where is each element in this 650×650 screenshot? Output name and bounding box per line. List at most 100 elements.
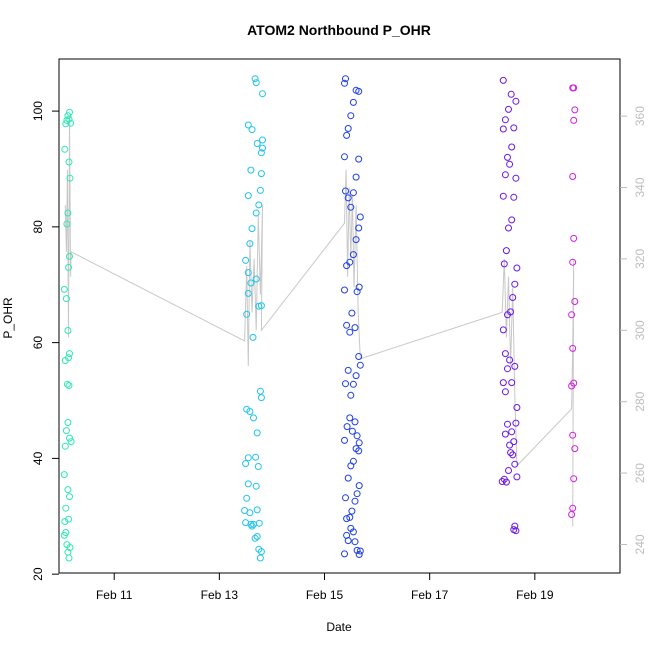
data-point — [62, 529, 70, 536]
data-point — [252, 275, 260, 283]
data-point — [512, 97, 520, 105]
data-point — [510, 193, 518, 201]
data-point — [351, 497, 359, 505]
data-point — [254, 463, 262, 470]
data-point — [343, 131, 351, 139]
data-point — [342, 380, 349, 388]
data-point — [64, 327, 72, 334]
data-point — [353, 490, 361, 498]
data-point — [351, 418, 359, 426]
data-point — [501, 350, 509, 358]
data-point — [501, 430, 509, 438]
data-point — [63, 220, 71, 228]
x-axis: Feb 11 Feb 13 Feb 15 Feb 17 Feb 19 — [96, 573, 554, 602]
data-point — [346, 513, 354, 521]
y2-tick-label: 260 — [633, 463, 647, 483]
data-point — [355, 353, 363, 360]
data-point — [66, 434, 73, 442]
data-point — [344, 194, 352, 202]
data-point — [256, 554, 264, 562]
data-point — [63, 380, 71, 388]
data-point — [348, 309, 356, 317]
data-point — [355, 482, 363, 490]
data-point — [356, 213, 364, 221]
data-point — [349, 98, 357, 106]
data-point — [570, 475, 578, 483]
data-point — [348, 507, 356, 515]
data-point — [568, 311, 576, 319]
data-point — [257, 302, 265, 310]
data-point — [504, 420, 511, 428]
y-axis-right: 240 260 280 300 320 340 360 — [620, 106, 647, 554]
data-point — [243, 310, 251, 318]
data-point — [343, 321, 351, 329]
data-point — [65, 354, 72, 362]
y2-tick-label: 320 — [633, 249, 647, 269]
data-point — [344, 537, 352, 545]
data-point — [244, 454, 252, 462]
data-point — [355, 447, 363, 455]
data-point — [501, 388, 509, 396]
data-point — [242, 256, 250, 264]
data-point — [506, 441, 514, 449]
data-point — [257, 170, 265, 178]
data-point — [511, 522, 519, 530]
data-point — [250, 414, 257, 422]
data-point — [65, 382, 73, 389]
data-point — [508, 143, 516, 151]
data-point — [64, 112, 72, 120]
data-point — [64, 486, 72, 494]
data-point — [347, 203, 355, 211]
data-point — [66, 544, 74, 551]
data-point — [510, 438, 518, 446]
data-point — [512, 527, 520, 535]
data-point — [255, 519, 263, 527]
data-point — [512, 419, 520, 427]
data-point — [513, 473, 521, 481]
data-point — [342, 75, 349, 83]
data-point — [259, 90, 266, 98]
data-point — [349, 189, 357, 197]
data-point — [505, 467, 512, 474]
data-point — [356, 361, 364, 369]
data-point — [66, 252, 73, 260]
data-point — [247, 520, 255, 528]
data-point — [67, 438, 75, 446]
data-point — [352, 372, 360, 380]
y-tick-label: 100 — [31, 101, 45, 121]
data-point — [508, 428, 516, 436]
data-point — [65, 115, 73, 123]
data-point — [253, 506, 261, 514]
y2-tick-label: 280 — [633, 391, 647, 411]
y2-tick-label: 240 — [633, 534, 647, 554]
data-point — [349, 380, 357, 388]
x-tick-label: Feb 17 — [411, 588, 449, 602]
data-point — [65, 554, 73, 562]
data-point — [570, 234, 578, 242]
data-point — [244, 269, 252, 277]
data-point — [251, 75, 259, 83]
data-point — [341, 153, 348, 161]
data-point — [62, 504, 70, 512]
data-point — [508, 216, 516, 224]
data-point — [67, 119, 75, 127]
data-point — [504, 153, 511, 161]
data-point — [346, 258, 354, 266]
data-point — [255, 201, 263, 209]
data-point — [504, 365, 511, 373]
data-point — [507, 90, 515, 98]
data-point — [62, 427, 70, 435]
data-point — [257, 548, 265, 556]
data-point — [347, 391, 355, 399]
data-point — [499, 125, 507, 133]
y2-tick-label: 360 — [633, 106, 647, 126]
data-point — [248, 225, 256, 233]
data-point — [248, 126, 256, 134]
data-point — [508, 379, 516, 387]
data-point — [64, 209, 72, 217]
data-point — [570, 116, 578, 124]
data-point — [355, 283, 363, 291]
data-point — [246, 408, 254, 415]
data-point — [342, 187, 349, 195]
